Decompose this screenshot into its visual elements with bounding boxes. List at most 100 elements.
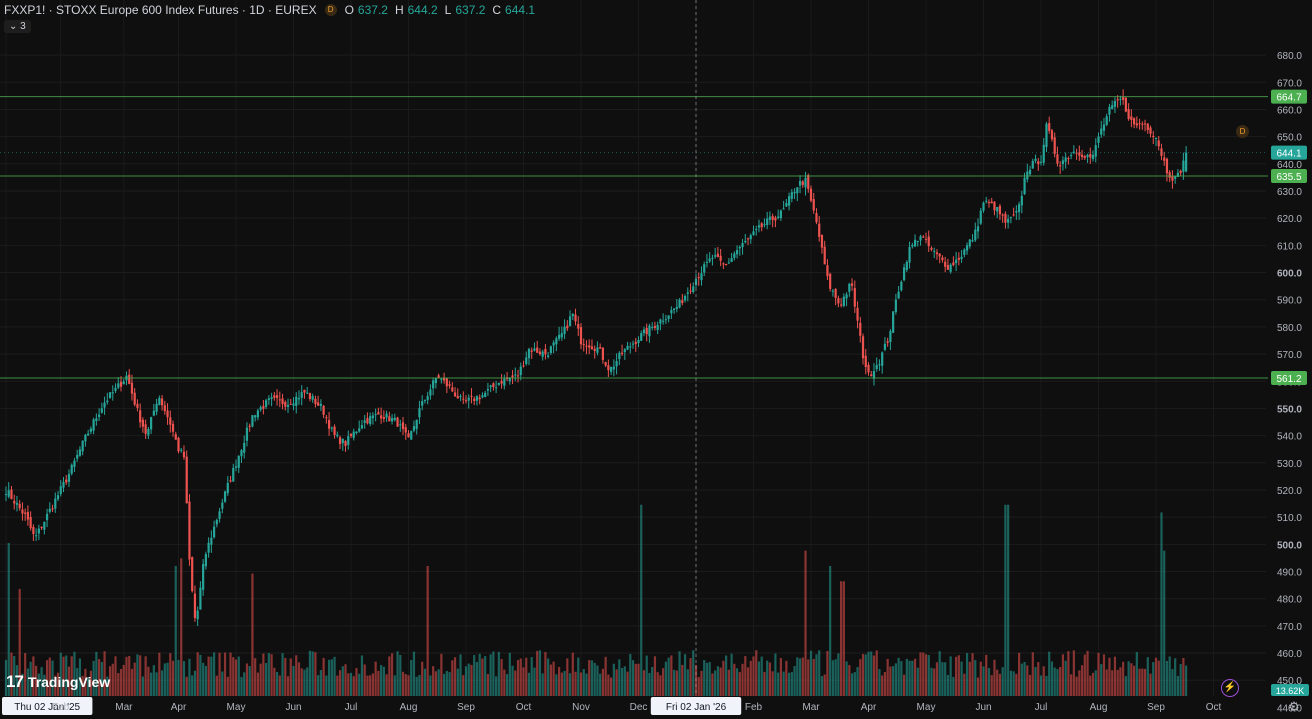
volume-bar bbox=[199, 654, 202, 696]
candle-body bbox=[256, 410, 260, 418]
volume-bar bbox=[850, 673, 854, 696]
candle-body bbox=[777, 216, 780, 219]
volume-bar bbox=[4, 659, 8, 696]
candle-body bbox=[464, 400, 468, 402]
candle-body bbox=[1154, 137, 1158, 139]
volume-bar bbox=[1154, 657, 1158, 696]
candle-body bbox=[319, 403, 322, 406]
candle-body bbox=[886, 341, 889, 343]
candle-body bbox=[87, 433, 90, 436]
candle-body bbox=[675, 306, 678, 309]
symbol-title[interactable]: FXXP1! · STOXX Europe 600 Index Futures … bbox=[4, 3, 317, 17]
price-tick-label: 620.0 bbox=[1277, 214, 1302, 225]
volume-bar bbox=[18, 588, 21, 696]
volume-bar bbox=[295, 655, 298, 696]
candle-body bbox=[262, 406, 265, 409]
volume-bar bbox=[508, 652, 511, 696]
volume-bar bbox=[703, 660, 706, 696]
candle-body bbox=[642, 329, 646, 334]
candle-body bbox=[15, 502, 19, 505]
candle-body bbox=[95, 418, 98, 422]
volume-bar bbox=[1039, 675, 1043, 696]
candle-body bbox=[76, 454, 79, 459]
volume-bar bbox=[117, 673, 120, 696]
volume-bar bbox=[278, 675, 281, 696]
close-value: 644.1 bbox=[505, 3, 536, 17]
candle-body bbox=[349, 433, 353, 436]
volume-bar bbox=[289, 658, 292, 696]
volume-bar bbox=[913, 658, 917, 696]
volume-bar bbox=[10, 652, 13, 696]
candle-body bbox=[223, 491, 227, 502]
candle-body bbox=[933, 250, 936, 252]
volume-bar bbox=[114, 656, 117, 696]
volume-bar bbox=[1149, 673, 1152, 696]
volume-bar bbox=[727, 669, 730, 696]
volume-bar bbox=[642, 670, 646, 696]
candle-body bbox=[166, 410, 169, 418]
volume-bar bbox=[787, 672, 791, 696]
candle-body bbox=[204, 554, 207, 567]
candle-body bbox=[108, 392, 112, 398]
symbol-legend[interactable]: FXXP1! · STOXX Europe 600 Index Futures … bbox=[4, 3, 538, 17]
volume-bar bbox=[155, 672, 158, 696]
volume-bar bbox=[182, 661, 186, 696]
candle-body bbox=[377, 412, 380, 415]
candle-body bbox=[478, 397, 481, 400]
volume-bar bbox=[672, 669, 676, 696]
volume-bar bbox=[689, 658, 692, 696]
candle-body bbox=[133, 392, 136, 405]
volume-bar bbox=[284, 657, 287, 696]
price-tick-label: 590.0 bbox=[1277, 296, 1302, 307]
candle-body bbox=[437, 375, 440, 379]
candle-body bbox=[544, 348, 547, 355]
candle-body bbox=[89, 428, 92, 432]
volume-bar bbox=[886, 658, 889, 696]
volume-bar bbox=[445, 670, 448, 696]
indicators-collapse-button[interactable]: ⌄ 3 bbox=[4, 20, 31, 33]
price-tick-label: 510.0 bbox=[1277, 513, 1302, 524]
horizontal-lines[interactable]: 664.7 635.5 561.2 644.1 bbox=[0, 89, 1307, 385]
dividend-badge-icon[interactable]: D bbox=[324, 4, 337, 16]
volume-bar bbox=[70, 656, 73, 696]
horizontal-line-label: 664.7 bbox=[1276, 93, 1301, 104]
candle-body bbox=[390, 418, 394, 422]
time-tick-label: Apr bbox=[861, 702, 877, 713]
candle-body bbox=[1163, 157, 1166, 161]
candle-body bbox=[957, 257, 960, 260]
volume-bar bbox=[1132, 665, 1136, 696]
candle-body bbox=[790, 192, 793, 199]
candle-body bbox=[730, 258, 733, 262]
candle-body bbox=[735, 250, 739, 255]
candle-body bbox=[571, 313, 574, 317]
volume-bar bbox=[971, 653, 974, 696]
candle-body bbox=[1064, 157, 1067, 162]
candle-body bbox=[1108, 106, 1111, 115]
candle-body bbox=[722, 263, 725, 265]
candle-body bbox=[1050, 130, 1054, 140]
dividend-marker-icon[interactable]: D bbox=[1236, 125, 1249, 138]
volume-bar bbox=[801, 657, 804, 696]
candle-body bbox=[221, 502, 224, 509]
volume-bar bbox=[128, 655, 131, 696]
price-axis[interactable]: 680.0 670.0 660.0 650.0 640.0 630.0 620.0 610.0… bbox=[1268, 0, 1312, 719]
volume-bar bbox=[418, 674, 421, 696]
open-label: O bbox=[344, 3, 354, 17]
lightning-icon[interactable]: ⚡ bbox=[1221, 679, 1239, 697]
candle-body bbox=[607, 365, 610, 371]
candle-body bbox=[804, 177, 807, 188]
candle-body bbox=[1157, 140, 1160, 147]
candle-body bbox=[325, 417, 328, 419]
volume-bar bbox=[382, 666, 385, 696]
volume-bar bbox=[716, 666, 720, 696]
tradingview-logo[interactable]: 17 TradingView bbox=[6, 672, 110, 692]
candle-body bbox=[538, 351, 542, 355]
volume-bar bbox=[990, 675, 993, 696]
volume-bar bbox=[653, 656, 657, 696]
gear-icon[interactable]: ⚙ bbox=[1288, 699, 1300, 714]
candle-body bbox=[1067, 158, 1070, 160]
candle-body bbox=[760, 223, 763, 228]
time-tick-label: Sep bbox=[457, 702, 475, 713]
